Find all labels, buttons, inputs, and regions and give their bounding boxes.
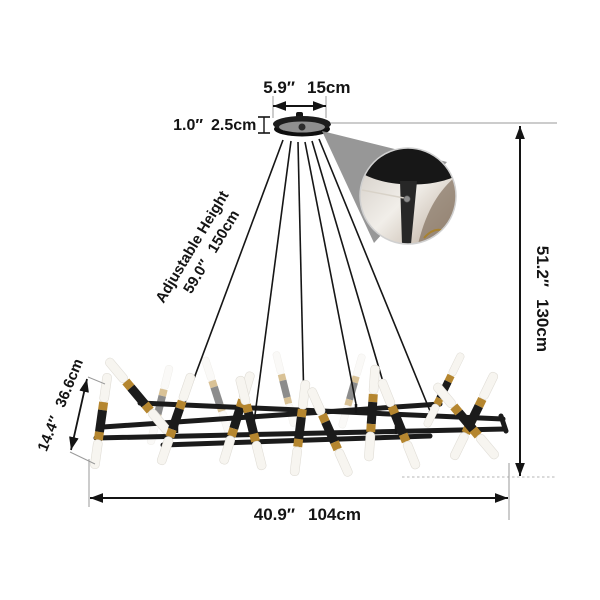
suspension-wire <box>297 141 305 407</box>
dimension-arrow <box>69 378 89 451</box>
light-tube <box>200 355 234 437</box>
fixture-width-inches: 40.9″ <box>254 505 295 524</box>
fixture-height-cm: 130cm <box>533 299 552 352</box>
inset-wire <box>361 189 405 199</box>
suspension-wires <box>176 138 431 431</box>
canopy-height-inches: 1.0″ <box>173 117 203 134</box>
suspension-wire <box>304 141 357 405</box>
fixture-width-dimension: 40.9″ 104cm <box>88 459 510 524</box>
canopy-detail-inset <box>360 148 456 244</box>
magnifier-circle-border <box>359 147 457 245</box>
suspension-wire <box>252 140 292 431</box>
fixture-width-cm: 104cm <box>308 505 361 524</box>
canopy-width-cm: 15cm <box>307 78 350 97</box>
light-tube <box>289 379 311 477</box>
extension-line <box>69 451 96 465</box>
suspension-wire <box>311 140 397 427</box>
adjustable-height-label: Adjustable Height 59.0″ 150cm <box>152 188 243 306</box>
inset-stem <box>400 181 417 244</box>
frame-joint <box>498 413 509 434</box>
fixture-height-dimension: 51.2″ 130cm <box>330 122 557 478</box>
canopy-height-cm: 2.5cm <box>211 117 256 134</box>
canopy-hub <box>298 123 306 131</box>
inset-canopy-edge <box>360 148 456 185</box>
canopy-width-dimension: 5.9″ 15cm <box>263 78 350 118</box>
fixture-height-inches: 51.2″ <box>533 246 552 287</box>
suspension-wire <box>318 138 431 412</box>
light-tube <box>89 372 113 470</box>
canopy-width-inches: 5.9″ <box>263 78 295 97</box>
tube-length-inches: 14.4″ <box>34 414 63 454</box>
light-tube <box>337 352 367 430</box>
extension-line <box>87 376 106 385</box>
inset-pin <box>403 195 411 203</box>
canopy-height-dimension: 1.0″ 2.5cm <box>173 116 270 134</box>
magnifier-callout <box>322 131 457 245</box>
ceiling-canopy <box>273 112 331 137</box>
light-tube <box>376 377 422 471</box>
